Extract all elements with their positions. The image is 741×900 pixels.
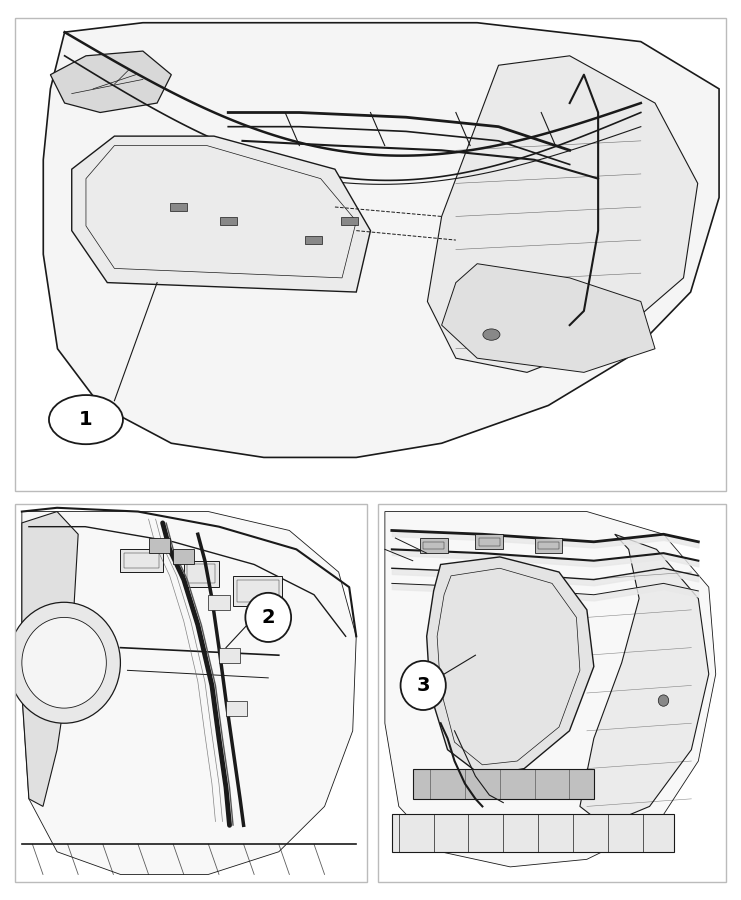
Bar <box>226 700 247 716</box>
Polygon shape <box>427 557 594 776</box>
Polygon shape <box>22 511 356 875</box>
Bar <box>170 202 187 211</box>
Text: 1: 1 <box>79 410 93 429</box>
Bar <box>148 538 170 554</box>
Bar <box>219 648 240 662</box>
Circle shape <box>401 661 446 710</box>
Polygon shape <box>392 814 674 851</box>
Bar <box>120 549 162 572</box>
Polygon shape <box>580 535 708 825</box>
Polygon shape <box>22 511 79 806</box>
Bar <box>534 538 562 554</box>
Text: 3: 3 <box>416 676 430 695</box>
Polygon shape <box>385 511 716 867</box>
Circle shape <box>658 695 668 707</box>
Circle shape <box>8 602 120 724</box>
Circle shape <box>483 328 500 340</box>
Bar <box>305 236 322 244</box>
Bar <box>233 576 282 606</box>
Bar <box>423 542 444 549</box>
Polygon shape <box>442 264 655 373</box>
Polygon shape <box>428 56 698 373</box>
Polygon shape <box>72 136 370 292</box>
Bar <box>341 217 358 225</box>
Bar <box>476 535 503 549</box>
Text: 2: 2 <box>262 608 275 627</box>
Circle shape <box>49 395 123 445</box>
Bar <box>173 549 194 564</box>
Bar <box>419 538 448 554</box>
Bar <box>208 595 230 610</box>
Polygon shape <box>413 769 594 799</box>
Circle shape <box>245 593 291 642</box>
Bar <box>184 561 219 587</box>
Polygon shape <box>43 22 719 457</box>
Bar <box>219 217 237 225</box>
Circle shape <box>22 617 107 708</box>
Bar <box>538 542 559 549</box>
Bar <box>124 554 159 568</box>
Bar <box>187 564 216 583</box>
Bar <box>236 580 279 602</box>
Bar <box>479 538 499 545</box>
Polygon shape <box>50 51 171 112</box>
